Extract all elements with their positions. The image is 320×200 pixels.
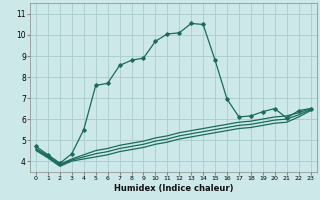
X-axis label: Humidex (Indice chaleur): Humidex (Indice chaleur) <box>114 184 233 193</box>
